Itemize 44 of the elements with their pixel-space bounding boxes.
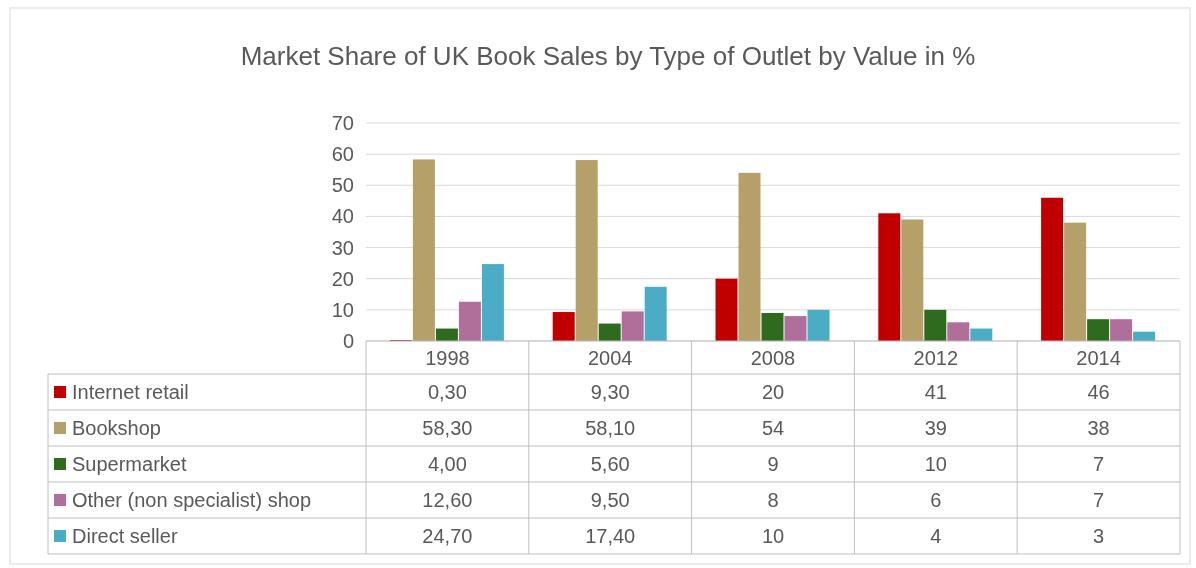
y-tick-label: 0 [342, 330, 354, 352]
data-label: 58,10 [585, 417, 636, 439]
data-label: 41 [924, 381, 947, 403]
data-label: 9,50 [590, 489, 630, 511]
data-label: 7 [1093, 453, 1105, 475]
data-label: 5,60 [590, 453, 630, 475]
data-label: 0,30 [427, 381, 467, 403]
legend-label: Internet retail [72, 381, 189, 403]
x-tick-label: 2014 [1076, 346, 1121, 369]
chart-title: Market Share of UK Book Sales by Type of Outlet by Value in % [240, 41, 976, 71]
x-tick-label: 2008 [750, 346, 796, 369]
y-tick-label: 40 [331, 205, 354, 228]
y-tick-label: 70 [331, 112, 354, 134]
data-label: 38 [1087, 417, 1110, 439]
y-tick-label: 30 [331, 236, 354, 259]
data-label: 17,40 [585, 525, 636, 547]
data-label: 20 [761, 381, 785, 403]
y-tick-label: 50 [331, 174, 354, 197]
data-label: 9,30 [590, 381, 630, 403]
x-tick-label: 2004 [587, 346, 633, 369]
data-label: 46 [1087, 381, 1110, 403]
y-tick-label: 60 [331, 143, 354, 166]
data-label: 10 [924, 453, 947, 475]
y-tick-label: 10 [331, 298, 354, 321]
data-label: 4 [930, 525, 942, 547]
data-label: 4,00 [427, 453, 467, 475]
data-label: 58,30 [422, 417, 473, 439]
y-tick-label: 20 [331, 267, 354, 290]
x-tick-label: 2012 [913, 346, 959, 369]
x-tick-label: 1998 [425, 346, 470, 369]
data-label: 10 [761, 525, 785, 547]
legend-label: Direct seller [72, 525, 178, 547]
data-label: 54 [761, 417, 785, 439]
legend-label: Bookshop [72, 417, 161, 439]
data-label: 7 [1093, 489, 1105, 511]
legend-label: Other (non specialist) shop [72, 489, 312, 511]
data-label: 8 [767, 489, 779, 511]
data-label: 12,60 [422, 489, 473, 511]
data-label: 3 [1093, 525, 1105, 547]
legend-label: Supermarket [72, 453, 187, 475]
data-label: 39 [924, 417, 947, 439]
data-label: 24,70 [422, 525, 473, 547]
data-label: 9 [767, 453, 779, 475]
data-label: 6 [930, 489, 942, 511]
